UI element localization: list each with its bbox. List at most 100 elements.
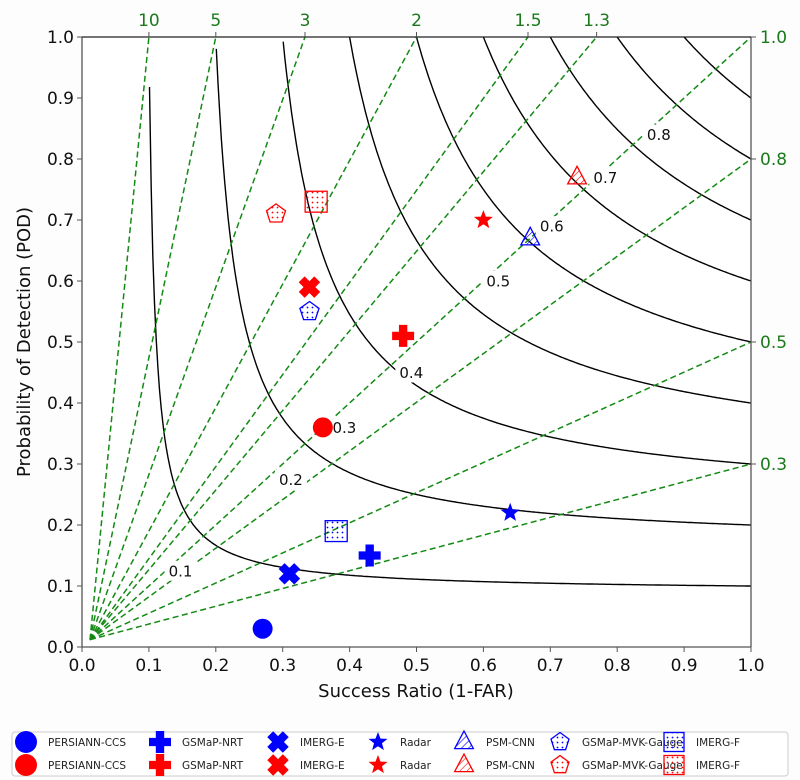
point-gsmap-mvk-gauge-blue xyxy=(299,300,320,321)
bias-label-right: 0.3 xyxy=(760,455,787,475)
x-tick-label: 0.9 xyxy=(671,656,698,676)
x-tick-label: 0.4 xyxy=(336,656,363,676)
legend-marker-gsmap-nrt-blue xyxy=(149,731,171,753)
point-persiann-ccs-red xyxy=(312,417,333,438)
point-gsmap-nrt-blue xyxy=(358,544,381,567)
csi-contour-0.6 xyxy=(482,37,751,282)
csi-label-gap xyxy=(589,167,622,188)
bias-line-0.5 xyxy=(89,341,752,641)
legend-marker-psm-cnn-red xyxy=(453,752,475,773)
legend-label: IMERG-E xyxy=(300,737,345,749)
bias-line-3 xyxy=(89,36,306,640)
point-persiann-ccs-blue xyxy=(252,618,273,639)
legend-marker-gsmap-mvk-gauge-blue xyxy=(550,731,570,751)
csi-label: 0.4 xyxy=(399,364,423,382)
y-tick-label: 0.9 xyxy=(47,89,74,109)
legend-label: PERSIANN-CCS xyxy=(48,760,126,772)
csi-label-gap xyxy=(328,417,361,438)
x-tick-label: 0.0 xyxy=(68,656,95,676)
legend-label: PERSIANN-CCS xyxy=(48,737,126,749)
point-psm-cnn-blue xyxy=(519,225,541,246)
bias-line-2 xyxy=(89,36,418,641)
legend-marker-psm-cnn-blue xyxy=(453,729,475,750)
csi-contour-0.9 xyxy=(683,37,751,99)
legend-marker-gsmap-nrt-red xyxy=(149,754,171,776)
x-tick-label: 0.7 xyxy=(537,656,564,676)
legend-label: Radar xyxy=(400,737,432,749)
bias-label-right: 0.8 xyxy=(760,150,787,170)
bias-line-0.8 xyxy=(89,158,752,641)
legend-label: GSMaP-NRT xyxy=(182,760,244,772)
x-tick-label: 0.5 xyxy=(403,656,430,676)
bias-label-right: 1.0 xyxy=(760,28,787,48)
point-imerg-f-red xyxy=(304,190,328,213)
y-axis-title: Probability of Detection (POD) xyxy=(14,207,35,477)
x-tick-label: 0.2 xyxy=(202,656,229,676)
legend-marker-persiann-ccs-red xyxy=(15,754,37,776)
legend: PERSIANN-CCS PERSIANN-CCS GSMaP-NRT GSMaP-N… xyxy=(11,729,789,777)
x-axis-title: Success Ratio (1-FAR) xyxy=(318,681,514,702)
csi-contour-0.4 xyxy=(348,37,751,404)
csi-contour-0.5 xyxy=(415,37,751,343)
legend-label: IMERG-F xyxy=(696,737,740,749)
csi-label-gap xyxy=(395,362,428,383)
csi-contour-0.8 xyxy=(616,37,751,160)
bias-line-1.5 xyxy=(89,36,529,641)
csi-contour-0.1 xyxy=(148,86,751,587)
csi-label: 0.8 xyxy=(647,126,671,144)
csi-label: 0.7 xyxy=(593,169,617,187)
bias-line-10 xyxy=(89,36,150,640)
bias-label-right: 0.5 xyxy=(760,333,787,353)
legend-label: GSMaP-MVK-Gauge xyxy=(582,737,683,749)
point-psm-cnn-red xyxy=(566,164,588,185)
y-tick-label: 0.8 xyxy=(47,150,74,170)
y-tick-label: 0.7 xyxy=(47,211,74,231)
csi-contour-0.3 xyxy=(282,41,751,465)
csi-contour-labels: 0.1 0.2 0.3 0.4 0.5 0.6 0.7 0.8 xyxy=(164,124,675,581)
legend-label: GSMaP-NRT xyxy=(182,737,244,749)
x-tick-label: 0.3 xyxy=(269,656,296,676)
bias-label-top: 5 xyxy=(210,11,221,31)
csi-label-gap xyxy=(535,216,568,237)
y-tick-label: 0.0 xyxy=(47,638,74,658)
data-points xyxy=(252,164,588,639)
legend-label: PSM-CNN xyxy=(486,760,535,772)
legend-marker-imerg-e-red xyxy=(267,754,289,776)
axes: 0.0 0.1 0.2 0.3 0.4 0.5 0.6 0.7 0.8 0.9 1.0 0.0 0.1 0… xyxy=(47,11,787,676)
bias-line-5 xyxy=(89,36,217,640)
legend-label: IMERG-F xyxy=(696,760,740,772)
y-tick-label: 0.6 xyxy=(47,272,74,292)
csi-label: 0.1 xyxy=(169,562,193,580)
y-tick-label: 0.4 xyxy=(47,394,74,414)
csi-label: 0.5 xyxy=(486,273,510,291)
point-imerg-e-blue xyxy=(278,563,301,585)
legend-label: IMERG-E xyxy=(300,760,345,772)
csi-label-gap xyxy=(274,469,307,490)
bias-line-1.3 xyxy=(89,36,598,641)
csi-label-gap xyxy=(164,560,197,581)
y-tick-label: 0.3 xyxy=(47,455,74,475)
csi-label: 0.6 xyxy=(540,218,564,236)
csi-label: 0.3 xyxy=(333,419,357,437)
bias-label-top: 1.3 xyxy=(583,11,610,31)
legend-label: Radar xyxy=(400,760,432,772)
bias-label-top: 1.5 xyxy=(514,11,541,31)
point-radar-blue xyxy=(500,502,520,521)
legend-marker-radar-blue xyxy=(368,732,388,751)
x-tick-label: 0.1 xyxy=(135,656,162,676)
bias-label-top: 10 xyxy=(138,11,160,31)
legend-marker-persiann-ccs-blue xyxy=(15,731,37,753)
y-tick-label: 1.0 xyxy=(47,28,74,48)
y-tick-label: 0.5 xyxy=(47,333,74,353)
legend-box xyxy=(11,731,789,777)
y-tick-label: 0.1 xyxy=(47,577,74,597)
x-tick-label: 0.6 xyxy=(470,656,497,676)
legend-marker-imerg-f-red xyxy=(663,754,685,776)
point-gsmap-nrt-red xyxy=(392,324,415,347)
legend-label: PSM-CNN xyxy=(486,737,535,749)
point-imerg-f-blue xyxy=(324,520,348,543)
bias-label-top: 2 xyxy=(411,11,422,31)
point-radar-red xyxy=(473,210,493,229)
legend-marker-imerg-f-blue xyxy=(663,731,685,753)
